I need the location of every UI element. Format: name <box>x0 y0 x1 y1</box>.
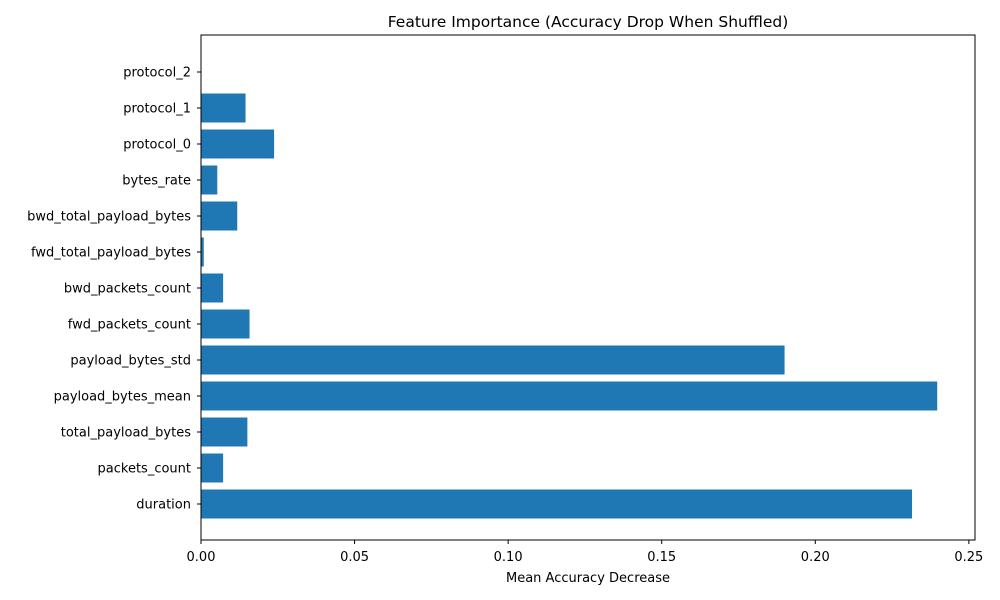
bar-protocol-1 <box>201 93 246 123</box>
y-tick-label: total_payload_bytes <box>61 426 191 441</box>
bar-fwd-total-payload-bytes <box>201 237 204 267</box>
y-tick-label: bytes_rate <box>122 174 191 189</box>
bar-payload-bytes-mean <box>201 381 938 411</box>
y-tick-label: protocol_0 <box>123 138 191 153</box>
y-tick-label: fwd_packets_count <box>68 318 191 333</box>
y-axis-ticks: duration packets_count total_payload_bytes… <box>27 66 201 513</box>
y-tick-label: duration <box>136 498 191 513</box>
bar-fwd-packets-count <box>201 309 250 339</box>
x-tick-label: 0.25 <box>954 550 983 565</box>
bar-packets-count <box>201 453 224 483</box>
x-tick-label: 0.15 <box>647 550 676 565</box>
x-axis-ticks: 0.00 0.05 0.10 0.15 0.20 0.25 <box>187 540 983 565</box>
x-tick-label: 0.05 <box>340 550 369 565</box>
y-tick-label: payload_bytes_std <box>70 354 191 369</box>
y-tick-label: protocol_1 <box>123 102 191 117</box>
chart-title: Feature Importance (Accuracy Drop When S… <box>388 13 789 31</box>
y-tick-label: payload_bytes_mean <box>54 390 191 405</box>
x-tick-label: 0.00 <box>187 550 216 565</box>
y-tick-label: fwd_total_payload_bytes <box>31 246 191 261</box>
x-tick-label: 0.20 <box>801 550 830 565</box>
bar-total-payload-bytes <box>201 417 248 447</box>
y-tick-label: protocol_2 <box>123 66 191 81</box>
bar-payload-bytes-std <box>201 345 785 375</box>
y-tick-label: bwd_packets_count <box>64 282 191 297</box>
bar-bwd-packets-count <box>201 273 224 303</box>
bars-layer <box>201 93 938 519</box>
y-tick-label: bwd_total_payload_bytes <box>27 210 191 225</box>
x-axis-title: Mean Accuracy Decrease <box>506 571 670 586</box>
x-tick-label: 0.10 <box>494 550 523 565</box>
plot-frame <box>200 34 976 541</box>
y-tick-label: packets_count <box>98 462 191 477</box>
bar-bwd-total-payload-bytes <box>201 201 238 231</box>
bar-bytes-rate <box>201 165 218 195</box>
bar-duration <box>201 489 913 519</box>
bar-protocol-0 <box>201 129 275 159</box>
